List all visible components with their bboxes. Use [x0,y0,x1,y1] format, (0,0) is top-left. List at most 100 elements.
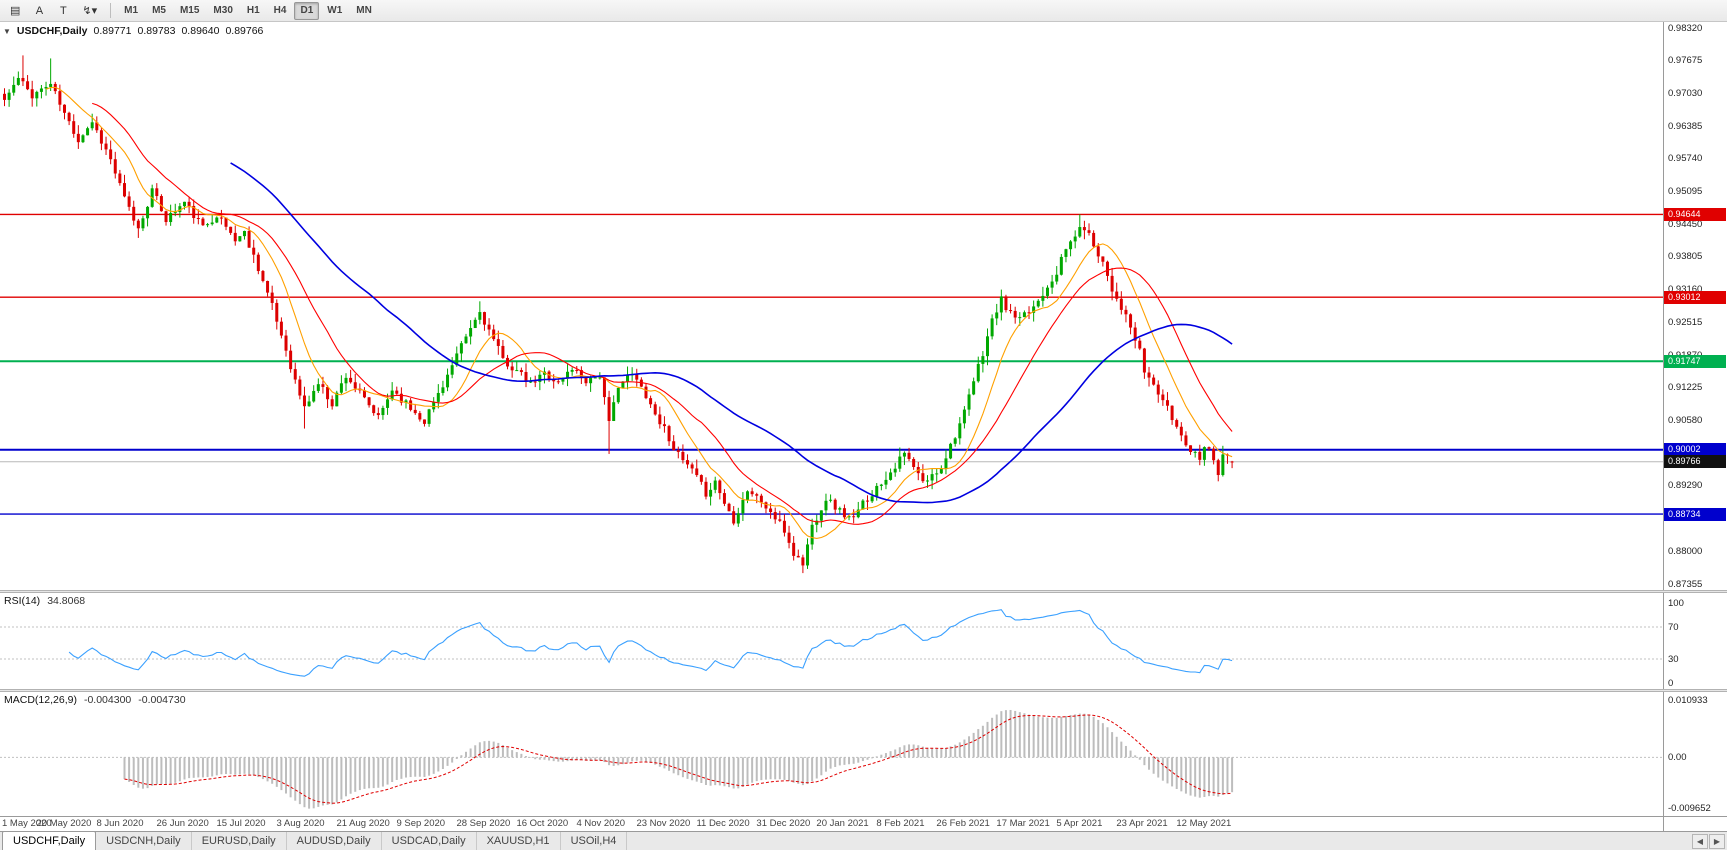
chart-tab-bar: USDCHF,Daily USDCNH,Daily EURUSD,Daily AUDU… [0,831,1727,850]
tab-usdcnh-daily[interactable]: USDCNH,Daily [96,832,192,850]
tab-usoil-h4[interactable]: USOil,H4 [561,832,628,850]
current-price-badge: 0.89766 [1664,455,1726,469]
axis-tick-label: -0.009652 [1668,802,1711,814]
axis-tick-label: 0.00 [1668,751,1687,763]
time-tick-label: 5 Apr 2021 [1056,818,1103,829]
timeframe-d1[interactable]: D1 [294,1,320,20]
macd-plot[interactable]: MACD(12,26,9) -0.004300 -0.004730 [0,692,1663,816]
time-tick-label: 21 Aug 2020 [336,818,390,829]
chart-tabs: USDCHF,Daily USDCNH,Daily EURUSD,Daily AUDU… [0,831,628,850]
rsi-plot[interactable]: RSI(14) 34.8068 [0,593,1663,689]
time-tick-label: 26 Feb 2021 [936,818,990,829]
time-tick-label: 3 Aug 2020 [276,818,325,829]
line-studies-icon[interactable]: ↯▾ [82,5,98,17]
level-price-badge: 0.94644 [1664,207,1726,221]
axis-tick-label: 0.95095 [1668,186,1703,198]
text-tool-icon[interactable]: T [60,4,67,17]
time-tick-label: 16 Oct 2020 [516,818,569,829]
rsi-axis[interactable]: 100 70 30 0 [1663,593,1727,689]
time-tick-label: 8 Jun 2020 [96,818,144,829]
macd-pane: MACD(12,26,9) -0.004300 -0.004730 0.0109… [0,692,1727,816]
toolbar-separator [110,3,112,18]
axis-tick-label: 0.010933 [1668,694,1708,706]
axis-tick-label: 0.98320 [1668,22,1703,34]
timeframe-m1[interactable]: M1 [124,5,139,16]
timeframe-m15[interactable]: M15 [179,5,200,16]
time-tick-label: 1 May 2020 [2,818,52,829]
toolbar-icons: ▤ A T ↯▾ [4,2,103,20]
tab-audusd-daily[interactable]: AUDUSD,Daily [287,832,382,850]
macd-header: MACD(12,26,9) -0.004300 -0.004730 [4,694,186,706]
ohlc-low: 0.89640 [181,25,220,37]
time-tick-label: 12 May 2021 [1176,818,1232,829]
time-tick-label: 26 Jun 2020 [156,818,209,829]
timeframe-mn[interactable]: MN [356,5,372,16]
level-price-badge: 0.90002 [1664,443,1726,457]
tab-scroll-left-icon[interactable]: ◀ [1692,833,1708,849]
timeframe-w1[interactable]: W1 [327,5,343,16]
macd-label: MACD(12,26,9) [4,694,77,706]
axis-tick-label: 30 [1668,653,1679,665]
tab-eurusd-daily[interactable]: EURUSD,Daily [192,832,287,850]
ohlc-open: 0.89771 [93,25,132,37]
tab-usdcad-daily[interactable]: USDCAD,Daily [382,832,477,850]
timeframe-h4[interactable]: H4 [273,5,287,16]
tab-xauusd-h1[interactable]: XAUUSD,H1 [477,832,561,850]
axis-tick-label: 0.95740 [1668,153,1703,165]
timeframe-m5[interactable]: M5 [152,5,166,16]
rsi-value: 34.8068 [47,595,86,607]
axis-tick-label: 0.96385 [1668,120,1703,132]
axis-tick-label: 0 [1668,677,1674,689]
axis-divider [1663,817,1664,831]
time-tick-label: 28 Sep 2020 [456,818,511,829]
axis-tick-label: 0.89290 [1668,480,1703,492]
axis-tick-label: 0.92515 [1668,316,1703,328]
axis-tick-label: 0.94450 [1668,218,1703,230]
axis-tick-label: 0.91225 [1668,382,1703,394]
axis-tick-label: 0.88000 [1668,545,1703,557]
pane-splitter[interactable] [0,590,1727,593]
time-tick-label: 23 Nov 2020 [636,818,691,829]
time-tick-label: 31 Dec 2020 [756,818,811,829]
time-tick-label: 4 Nov 2020 [576,818,626,829]
axis-tick-label: 0.97030 [1668,87,1703,99]
pane-splitter[interactable] [0,689,1727,692]
rsi-pane: RSI(14) 34.8068 100 70 30 0 [0,593,1727,689]
one-click-trading-collapse-icon[interactable]: ▼ [3,26,11,36]
macd-axis[interactable]: 0.010933 0.00 -0.009652 [1663,692,1727,816]
time-tick-label: 9 Sep 2020 [396,818,446,829]
main-chart-plot[interactable]: ▼ USDCHF,Daily 0.89771 0.89783 0.89640 0… [0,22,1663,590]
time-tick-label: 11 Dec 2020 [696,818,750,829]
price-axis[interactable]: 0.98320 0.97675 0.97030 0.96385 0.95740 0.950… [1663,22,1727,590]
axis-tick-label: 0.87355 [1668,578,1703,590]
macd-value: -0.004300 [83,694,132,706]
ohlc-high: 0.89783 [137,25,176,37]
axis-tick-label: 0.93805 [1668,251,1703,263]
time-tick-label: 15 Jul 2020 [216,818,266,829]
tab-usdchf-daily[interactable]: USDCHF,Daily [2,831,97,850]
cursor-tool-icon[interactable]: A [35,4,44,17]
timeframe-h1[interactable]: H1 [246,5,260,16]
level-price-badge: 0.91747 [1664,354,1726,368]
time-tick-label: 23 Apr 2021 [1116,818,1168,829]
time-tick-label: 8 Feb 2021 [876,818,925,829]
level-price-badge: 0.88734 [1664,507,1726,521]
axis-tick-label: 70 [1668,621,1679,633]
axis-tick-label: 100 [1668,597,1684,609]
timeframe-m30[interactable]: M30 [213,5,233,16]
time-tick-label: 20 Jan 2021 [816,818,869,829]
tab-scroll-buttons: ◀ ▶ [1692,832,1725,850]
chart-symbol-period: USDCHF,Daily [16,25,88,37]
axis-tick-label: 0.97675 [1668,55,1703,67]
tab-scroll-right-icon[interactable]: ▶ [1709,833,1725,849]
ohlc-close: 0.89766 [225,25,264,37]
axis-tick-label: 0.93160 [1668,284,1703,296]
rsi-header: RSI(14) 34.8068 [4,595,85,607]
time-tick-label: 17 Mar 2021 [996,818,1050,829]
macd-signal-value: -0.004730 [138,694,186,706]
chart-window-icon[interactable]: ▤ [10,5,21,17]
rsi-label: RSI(14) [4,595,41,607]
time-axis[interactable]: 1 May 2020 20 May 2020 8 Jun 2020 26 Jun 20… [0,816,1727,831]
time-tick-label: 20 May 2020 [36,818,92,829]
